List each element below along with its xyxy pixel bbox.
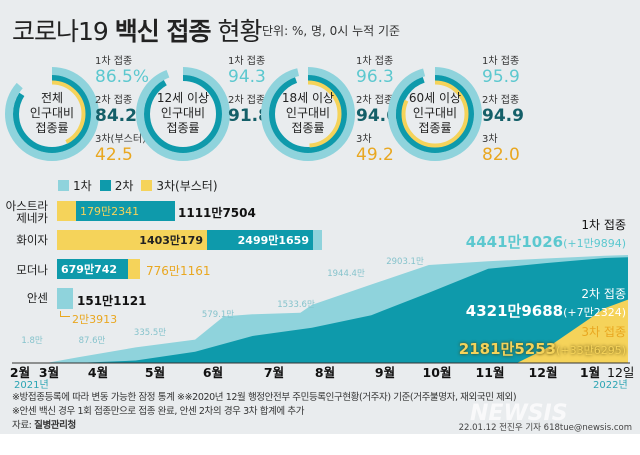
donut-chart bbox=[261, 67, 355, 161]
point-label: 579.1만 bbox=[202, 310, 234, 320]
vaccine-name-pfizer: 화이자 bbox=[16, 233, 48, 247]
donut-chart bbox=[136, 67, 230, 161]
ring-dose3 bbox=[18, 80, 86, 148]
legend-dose1: 1차 bbox=[73, 179, 92, 193]
x-tick-label: 7월 bbox=[264, 365, 284, 380]
x-tick-label: 12일 bbox=[607, 365, 634, 380]
bar-pfizer-dose1 bbox=[313, 230, 322, 250]
x-tick-label: 3월 bbox=[39, 365, 59, 380]
donut-label: 전체 인구대비 접종률 bbox=[29, 91, 75, 135]
legend-dose2: 2차 bbox=[114, 179, 134, 193]
legend-swatch-dose1 bbox=[58, 180, 69, 191]
year-end: 2022년 bbox=[593, 380, 628, 391]
total-dose2: 2차 접종 4321만9688(+7만2324) bbox=[465, 287, 626, 320]
ring-dose2 bbox=[396, 75, 474, 153]
bar-moderna-dose2: 679만742 bbox=[57, 259, 128, 279]
ring-dose1 bbox=[5, 67, 99, 161]
janssen-dose2: 2만3913 bbox=[72, 313, 118, 326]
x-tick-label: 6월 bbox=[203, 365, 223, 380]
x-tick-label: 5월 bbox=[145, 365, 165, 380]
x-tick-label: 12월 bbox=[529, 365, 558, 380]
total-dose3: 3차 접종 2181만5253(+33만6295) bbox=[458, 325, 626, 358]
point-label: 1.8만 bbox=[21, 336, 43, 346]
donut-chart bbox=[388, 67, 482, 161]
bar-pfizer: 1403만179 2499만1659 bbox=[57, 230, 322, 250]
janssen-total: 151만1121 bbox=[77, 294, 147, 308]
x-tick-label: 10월 bbox=[423, 365, 452, 380]
donut-values: 1차 접종 95.9 2차 접종 94.9 3차 82.0 bbox=[482, 56, 524, 165]
x-tick-label: 9월 bbox=[375, 365, 395, 380]
year-start: 2021년 bbox=[14, 380, 49, 391]
point-label: 1944.4만 bbox=[327, 269, 365, 279]
ring-dose3 bbox=[274, 80, 342, 148]
donut-chart bbox=[5, 67, 99, 161]
donut-values: 1차 접종 94.3 2차 접종 91.8 bbox=[228, 56, 270, 126]
donut-values: 1차 접종 86.5% 2차 접종 84.2 3차(부스터) 42.5 bbox=[95, 56, 150, 165]
moderna-total: 776만1161 bbox=[146, 264, 211, 278]
point-label: 335.5만 bbox=[134, 328, 166, 338]
donut-values: 1차 접종 96.3 2차 접종 94.6 3차 49.2 bbox=[356, 56, 398, 165]
watermark-logo: NEWSIS bbox=[470, 401, 568, 426]
donut-label: 18세 이상 인구대비 접종률 bbox=[281, 91, 335, 135]
bar-pfizer-dose3: 1403만179 bbox=[57, 230, 207, 250]
az-total: 1111만7504 bbox=[178, 206, 256, 220]
bar-moderna: 679만742 bbox=[57, 259, 140, 279]
vaccine-name-moderna: 모더나 bbox=[16, 263, 48, 277]
point-label: 1533.6만 bbox=[277, 300, 315, 310]
area-series-dose2 bbox=[15, 257, 628, 363]
x-tick-label: 1월 bbox=[580, 365, 600, 380]
page-title: 코로나19 백신 접종 현황 bbox=[12, 17, 262, 46]
bar-az-dose2: 179만2341 bbox=[76, 201, 175, 221]
credit: 22.01.12 전진우 기자 618tue@newsis.com bbox=[458, 423, 632, 433]
ring-dose1 bbox=[388, 67, 482, 161]
total-dose1: 1차 접종 4441만1026(+1만9894) bbox=[465, 218, 626, 251]
vaccine-name-az: 아스트라 제네카 bbox=[5, 199, 48, 225]
area-series-dose3 bbox=[516, 299, 628, 363]
bar-janssen bbox=[57, 288, 73, 309]
x-tick-label: 4월 bbox=[88, 365, 108, 380]
ring-dose2 bbox=[13, 75, 91, 153]
note-1: ※방접종등록에 따라 변동 가능한 잠정 통계 ※※2020년 12월 행정안전… bbox=[12, 392, 517, 403]
legend: 1차 2차 3차(부스터) bbox=[58, 177, 218, 194]
point-label: 2903.1만 bbox=[386, 257, 424, 267]
area-chart: 1.8만 87.6만 335.5만 579.1만 1533.6만 1944.4만 2903.… bbox=[10, 255, 634, 380]
bar-moderna-dose3 bbox=[128, 259, 140, 279]
ring-dose2 bbox=[144, 75, 222, 153]
note-2: ※안센 백신 경우 1회 접종만으로 접종 완료, 안센 2차의 경우 3차 합… bbox=[12, 406, 305, 417]
legend-dose3: 3차(부스터) bbox=[156, 179, 218, 193]
donut-label: 12세 이상 인구대비 접종률 bbox=[156, 91, 210, 135]
unit-note: 단위: %, 명, 0시 누적 기준 bbox=[262, 24, 401, 38]
ring-dose1 bbox=[136, 67, 230, 161]
ring-dose1 bbox=[261, 67, 355, 161]
bar-pfizer-dose2: 2499만1659 bbox=[207, 230, 313, 250]
bar-az-dose3 bbox=[57, 201, 76, 221]
x-tick-label: 11월 bbox=[476, 365, 505, 380]
bar-janssen-dose1 bbox=[57, 288, 73, 309]
ring-dose3 bbox=[401, 80, 469, 148]
x-tick-label: 8월 bbox=[315, 365, 335, 380]
source: 자료: 질병관리청 bbox=[12, 420, 76, 431]
infographic: 코로나19 백신 접종 현황 단위: %, 명, 0시 누적 기준 전체 인구대비… bbox=[0, 0, 640, 434]
donut-label: 60세 이상 인구대비 접종률 bbox=[408, 91, 462, 135]
legend-swatch-dose3 bbox=[141, 180, 153, 191]
ring-dose2 bbox=[269, 75, 347, 153]
legend-swatch-dose2 bbox=[99, 180, 111, 191]
bar-az: 179만2341 bbox=[57, 201, 175, 221]
vaccine-name-janssen: 안센 bbox=[26, 291, 48, 305]
point-label: 87.6만 bbox=[79, 336, 106, 346]
janssen-leader-line bbox=[60, 311, 70, 317]
x-tick-label: 2월 bbox=[10, 365, 30, 380]
